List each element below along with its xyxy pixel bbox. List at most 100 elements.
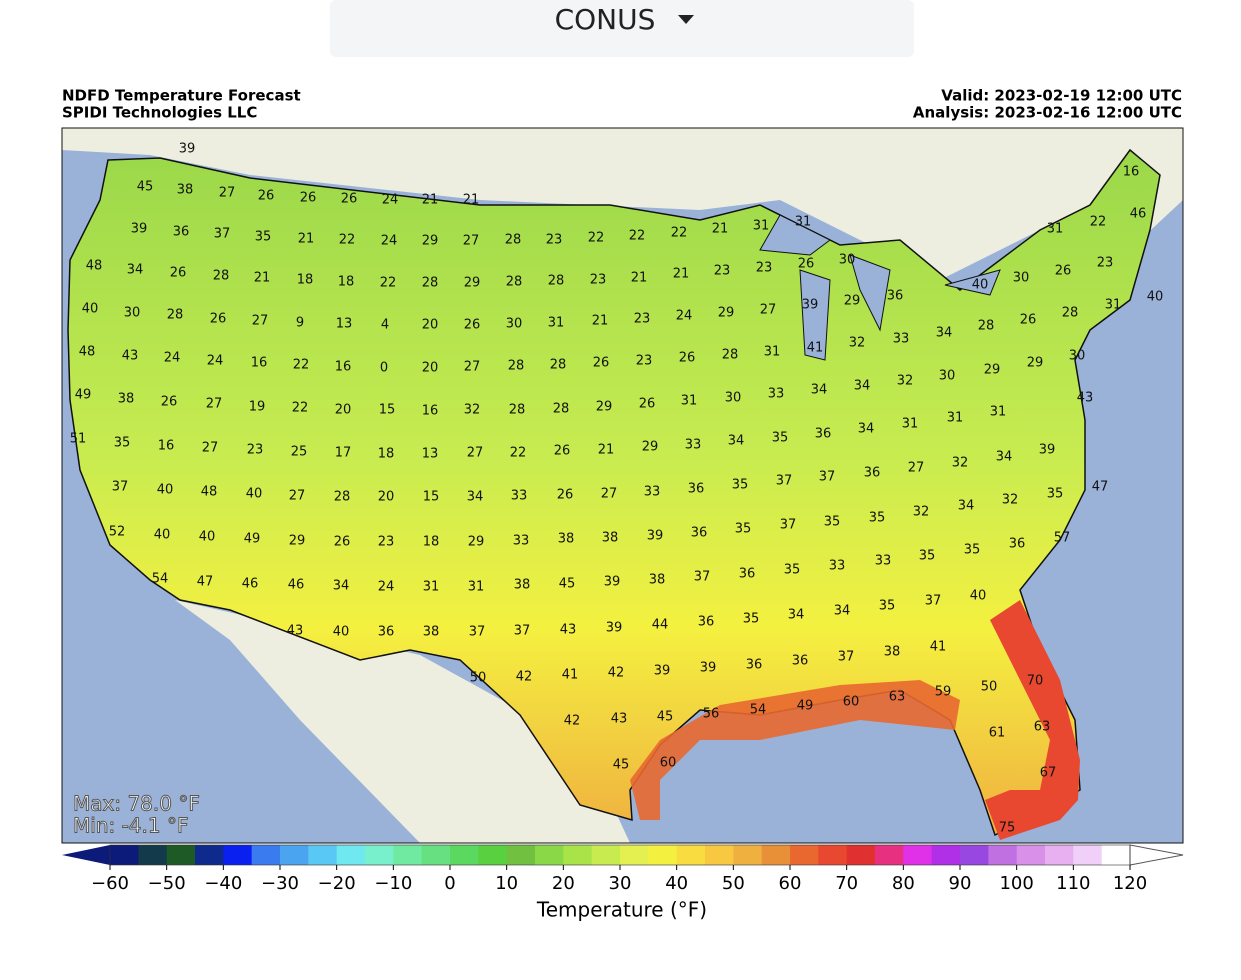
station-temp: 39	[647, 529, 664, 544]
colorbar-tick-label: 80	[892, 873, 915, 894]
station-temp: 13	[422, 447, 439, 462]
colorbar-bin	[195, 845, 224, 865]
station-temp: 31	[681, 394, 698, 409]
station-temp: 30	[506, 317, 523, 332]
colorbar-bin	[761, 845, 791, 865]
station-temp: 31	[548, 316, 565, 331]
colorbar-extend-low	[62, 845, 110, 865]
station-temp: 22	[292, 401, 309, 416]
station-temp: 29	[422, 234, 439, 249]
station-temp: 18	[297, 273, 314, 288]
station-temp: 21	[463, 193, 480, 208]
dropdown-caret[interactable]	[678, 15, 694, 24]
station-temp: 34	[467, 490, 484, 505]
station-temp: 45	[137, 180, 154, 195]
station-temp: 36	[1009, 537, 1026, 552]
station-temp: 28	[548, 274, 565, 289]
station-temp: 26	[679, 351, 696, 366]
station-temp: 36	[173, 225, 190, 240]
station-temp: 40	[157, 483, 174, 498]
colorbar-bin	[138, 845, 168, 865]
station-temp: 36	[688, 482, 705, 497]
station-temp: 22	[510, 446, 527, 461]
station-temp: 29	[464, 276, 481, 291]
station-temp: 20	[335, 403, 352, 418]
colorbar-bin	[875, 845, 904, 865]
station-temp: 49	[797, 699, 814, 714]
station-temp: 31	[947, 411, 964, 426]
colorbar-bin	[478, 845, 508, 865]
colorbar-tick-label: 30	[609, 873, 632, 894]
station-temp: 23	[546, 233, 563, 248]
station-temp: 26	[1055, 264, 1072, 279]
station-temp: 21	[422, 193, 439, 208]
station-temp: 21	[592, 314, 609, 329]
station-temp: 26	[210, 312, 227, 327]
station-temp: 46	[1130, 207, 1147, 222]
station-temp: 37	[112, 480, 129, 495]
station-temp: 40	[154, 528, 171, 543]
station-temp: 27	[760, 303, 777, 318]
station-temp: 28	[505, 233, 522, 248]
station-temp: 32	[1002, 493, 1019, 508]
station-temp: 27	[202, 441, 219, 456]
colorbar-bin	[563, 845, 593, 865]
station-temp: 26	[170, 266, 187, 281]
station-temp: 23	[714, 264, 731, 279]
station-temp: 29	[844, 294, 861, 309]
station-temp: 67	[1040, 766, 1057, 781]
colorbar-bin	[166, 845, 196, 865]
colorbar-bin	[308, 845, 338, 865]
station-temp: 36	[739, 567, 756, 582]
station-temp: 36	[815, 427, 832, 442]
dropdown-label[interactable]: CONUS	[555, 3, 656, 36]
station-temp: 27	[464, 360, 481, 375]
colorbar-tick-label: −40	[204, 873, 242, 894]
station-temp: 26	[258, 189, 275, 204]
station-temp: 63	[1034, 720, 1051, 735]
station-temp: 35	[784, 563, 801, 578]
station-temp: 46	[242, 577, 259, 592]
station-temp: 32	[849, 336, 866, 351]
colorbar-bin	[450, 845, 479, 865]
colorbar-tick-label: 90	[949, 873, 972, 894]
colorbar-bin	[1073, 845, 1103, 865]
station-temp: 24	[164, 351, 181, 366]
station-temp: 31	[468, 580, 485, 595]
dropdown[interactable]	[330, 0, 914, 57]
station-temp: 33	[513, 534, 530, 549]
station-temp: 39	[606, 621, 623, 636]
station-temp: 31	[764, 345, 781, 360]
colorbar-bin	[393, 845, 423, 865]
station-temp: 40	[199, 530, 216, 545]
station-temp: 48	[201, 485, 218, 500]
station-temp: 35	[964, 543, 981, 558]
station-temp: 38	[423, 625, 440, 640]
colorbar-bin	[535, 845, 564, 865]
station-temp: 37	[776, 474, 793, 489]
map-frame	[61, 127, 1184, 844]
station-temp: 29	[289, 534, 306, 549]
station-temp: 45	[559, 577, 576, 592]
station-temp: 20	[422, 361, 439, 376]
station-temp: 21	[712, 222, 729, 237]
station-temp: 48	[79, 345, 96, 360]
colorbar-bin	[620, 845, 649, 865]
station-temp: 33	[893, 332, 910, 347]
station-labels: 39 45 38 27 26 26 26 24 21 21 39 36 37 35 21 22 24 29 27 28…	[70, 142, 1164, 836]
station-temp: 32	[464, 403, 481, 418]
station-temp: 31	[1105, 298, 1122, 313]
station-temp: 22	[380, 276, 397, 291]
station-temp: 40	[970, 589, 987, 604]
station-temp: 22	[671, 226, 688, 241]
station-temp: 34	[127, 263, 144, 278]
colorbar-tick-label: 50	[722, 873, 745, 894]
station-temp: 70	[1027, 674, 1044, 689]
station-temp: 36	[746, 658, 763, 673]
station-temp: 37	[780, 518, 797, 533]
station-temp: 48	[86, 259, 103, 274]
colorbar-bin	[421, 845, 451, 865]
station-temp: 49	[75, 388, 92, 403]
station-temp: 39	[802, 298, 819, 313]
colorbar-bin	[336, 845, 366, 865]
